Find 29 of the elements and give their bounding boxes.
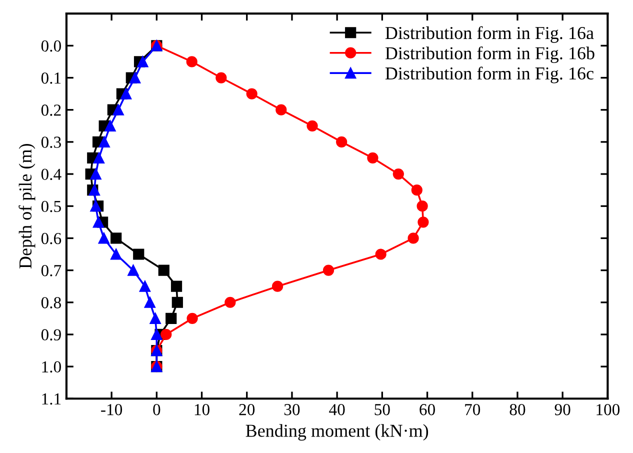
y-tick-label: 0.6 bbox=[41, 232, 62, 244]
x-tick-label: 90 bbox=[554, 404, 570, 416]
x-tick-label: -10 bbox=[101, 404, 122, 416]
x-tick-label: 30 bbox=[284, 404, 300, 416]
y-tick-label: 0.2 bbox=[41, 104, 61, 116]
x-tick-label: 100 bbox=[596, 404, 620, 416]
legend-label: Distribution form in Fig. 16c bbox=[385, 66, 594, 84]
y-tick-label: 0.3 bbox=[41, 136, 61, 148]
x-tick-label: 10 bbox=[194, 404, 210, 416]
x-tick-label: 70 bbox=[465, 404, 480, 416]
y-axis-title: Depth of pile (m) bbox=[18, 144, 36, 269]
x-tick-label: 60 bbox=[420, 404, 435, 416]
y-tick-label: 0.7 bbox=[41, 264, 62, 276]
y-tick-label: 0.5 bbox=[41, 200, 61, 212]
y-tick-label: 0.8 bbox=[41, 297, 61, 308]
x-tick-label: 40 bbox=[329, 404, 345, 416]
y-tick-label: 0.0 bbox=[41, 40, 61, 52]
x-tick-label: 20 bbox=[239, 404, 255, 416]
x-axis-title: Bending moment (kN·m) bbox=[246, 424, 428, 441]
y-tick-label: 0.4 bbox=[41, 168, 62, 180]
legend-label: Distribution form in Fig. 16b bbox=[385, 46, 594, 64]
x-tick-label: 50 bbox=[374, 404, 390, 416]
y-tick-label: 0.9 bbox=[41, 329, 61, 340]
legend-label: Distribution form in Fig. 16a bbox=[385, 26, 594, 43]
y-tick-label: 1.0 bbox=[42, 361, 61, 373]
y-tick-label: 1.1 bbox=[42, 393, 61, 405]
x-tick-label: 0 bbox=[153, 404, 160, 416]
x-tick-label: 80 bbox=[510, 404, 526, 416]
y-tick-label: 0.1 bbox=[41, 72, 61, 84]
